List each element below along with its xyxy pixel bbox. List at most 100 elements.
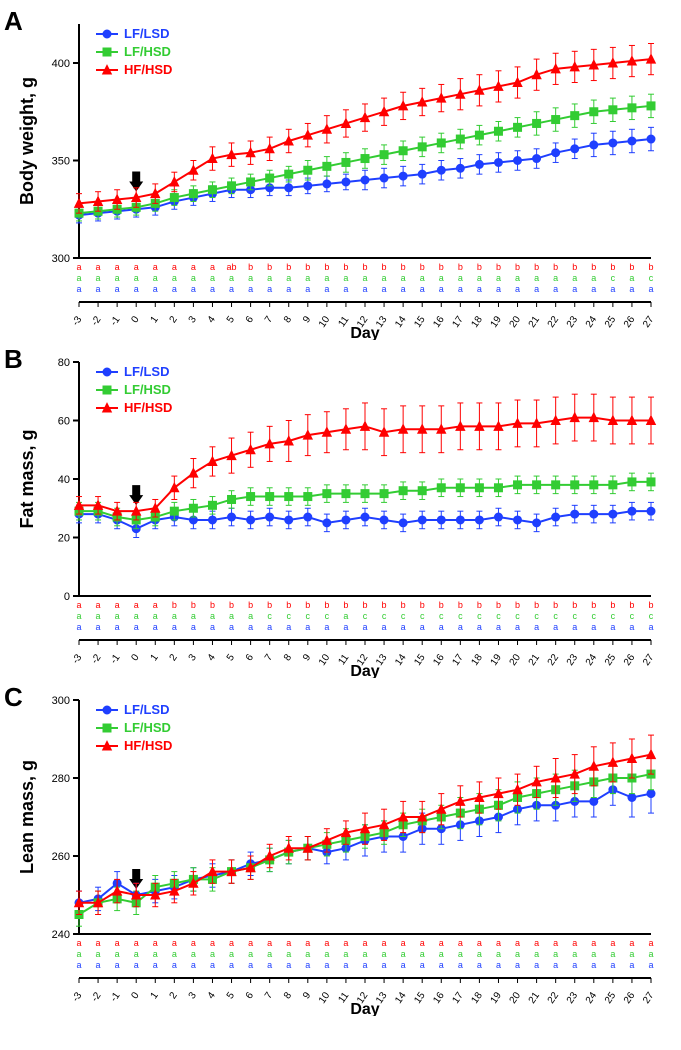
svg-text:a: a (190, 611, 195, 621)
panel-a-chart: 300350400Body weight, g-3-2-101234567891… (11, 10, 671, 340)
svg-text:a: a (190, 949, 195, 959)
svg-text:a: a (400, 622, 405, 632)
svg-text:a: a (591, 949, 596, 959)
svg-text:b: b (495, 262, 500, 272)
svg-text:2: 2 (167, 652, 179, 663)
svg-text:a: a (95, 622, 100, 632)
svg-text:a: a (381, 273, 386, 283)
svg-text:a: a (610, 622, 615, 632)
svg-text:a: a (286, 284, 291, 294)
svg-text:a: a (553, 949, 558, 959)
svg-text:a: a (248, 960, 253, 970)
svg-text:b: b (381, 600, 386, 610)
panel-b-label: B (4, 344, 23, 375)
svg-text:a: a (419, 949, 424, 959)
svg-text:b: b (457, 600, 462, 610)
svg-text:5: 5 (224, 652, 236, 663)
svg-text:a: a (629, 960, 634, 970)
svg-text:LF/LSD: LF/LSD (124, 364, 170, 379)
svg-text:a: a (190, 273, 195, 283)
svg-text:-1: -1 (108, 314, 122, 328)
svg-text:a: a (248, 938, 253, 948)
svg-text:a: a (572, 284, 577, 294)
svg-text:c: c (419, 611, 424, 621)
svg-text:b: b (534, 600, 539, 610)
panel-b-chart: 020406080Fat mass, g-3-2-101234567891011… (11, 348, 671, 678)
svg-text:7: 7 (262, 652, 274, 663)
svg-text:a: a (209, 622, 214, 632)
svg-text:-3: -3 (70, 652, 84, 666)
svg-text:a: a (190, 960, 195, 970)
svg-text:350: 350 (51, 156, 69, 168)
svg-text:a: a (190, 622, 195, 632)
svg-text:c: c (610, 273, 615, 283)
svg-text:-3: -3 (70, 990, 84, 1004)
svg-text:a: a (95, 938, 100, 948)
svg-text:a: a (248, 622, 253, 632)
svg-text:c: c (610, 611, 615, 621)
svg-text:b: b (553, 262, 558, 272)
svg-text:300: 300 (51, 253, 69, 265)
svg-text:c: c (629, 611, 634, 621)
svg-text:a: a (95, 611, 100, 621)
svg-text:b: b (610, 262, 615, 272)
svg-text:b: b (343, 600, 348, 610)
svg-text:-3: -3 (70, 314, 84, 328)
svg-text:a: a (114, 262, 119, 272)
svg-text:a: a (515, 938, 520, 948)
svg-text:a: a (476, 284, 481, 294)
svg-text:a: a (381, 960, 386, 970)
svg-text:a: a (286, 622, 291, 632)
svg-text:20: 20 (507, 652, 523, 668)
svg-text:a: a (324, 938, 329, 948)
svg-text:22: 22 (545, 652, 561, 668)
svg-text:b: b (610, 600, 615, 610)
svg-text:22: 22 (545, 990, 561, 1006)
svg-text:26: 26 (621, 652, 637, 668)
svg-text:a: a (591, 960, 596, 970)
svg-text:a: a (343, 273, 348, 283)
svg-text:a: a (324, 960, 329, 970)
svg-text:b: b (495, 600, 500, 610)
svg-text:a: a (229, 960, 234, 970)
svg-text:280: 280 (51, 773, 69, 785)
svg-text:a: a (438, 273, 443, 283)
svg-text:-1: -1 (108, 652, 122, 666)
svg-text:a: a (152, 600, 157, 610)
svg-text:b: b (629, 600, 634, 610)
svg-text:a: a (610, 960, 615, 970)
svg-text:a: a (381, 622, 386, 632)
svg-text:a: a (209, 938, 214, 948)
svg-text:b: b (419, 600, 424, 610)
svg-text:HF/HSD: HF/HSD (124, 62, 172, 77)
svg-text:a: a (495, 960, 500, 970)
svg-text:LF/LSD: LF/LSD (124, 26, 170, 41)
svg-text:a: a (343, 611, 348, 621)
svg-text:a: a (457, 622, 462, 632)
svg-text:LF/HSD: LF/HSD (124, 44, 171, 59)
svg-text:b: b (553, 600, 558, 610)
svg-text:a: a (305, 284, 310, 294)
svg-text:a: a (209, 949, 214, 959)
svg-text:a: a (648, 949, 653, 959)
svg-text:a: a (190, 262, 195, 272)
svg-text:a: a (648, 622, 653, 632)
svg-text:a: a (515, 273, 520, 283)
panel-c: C 240260280300Lean mass, g-3-2-101234567… (0, 686, 681, 1016)
svg-text:0: 0 (63, 591, 69, 603)
panel-a-label: A (4, 6, 23, 37)
svg-text:c: c (553, 611, 558, 621)
svg-text:7: 7 (262, 314, 274, 325)
svg-text:a: a (267, 273, 272, 283)
svg-text:a: a (267, 622, 272, 632)
svg-text:a: a (114, 960, 119, 970)
svg-text:a: a (362, 273, 367, 283)
svg-text:a: a (629, 273, 634, 283)
svg-text:c: c (534, 611, 539, 621)
svg-text:a: a (457, 960, 462, 970)
svg-text:5: 5 (224, 990, 236, 1001)
svg-text:b: b (324, 600, 329, 610)
svg-text:60: 60 (57, 416, 69, 428)
svg-text:a: a (572, 273, 577, 283)
svg-text:6: 6 (243, 314, 255, 325)
